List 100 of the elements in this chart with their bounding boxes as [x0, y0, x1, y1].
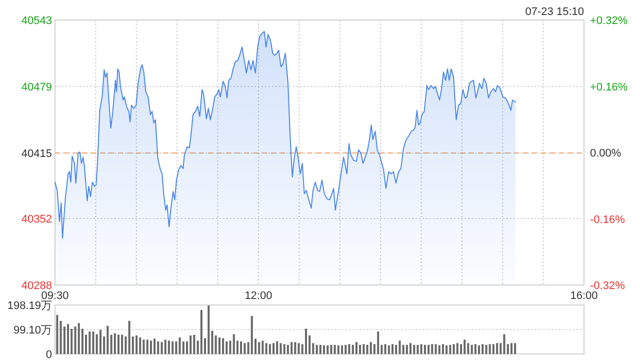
bar [395, 344, 398, 354]
y-tick-label: 40415 [21, 148, 52, 160]
bar [172, 341, 174, 354]
bar [446, 345, 448, 354]
bar [154, 338, 156, 354]
bar [96, 334, 98, 354]
bar [250, 316, 253, 354]
y2-tick-label: 0.00% [590, 148, 622, 160]
bar [290, 342, 293, 354]
bar [298, 343, 300, 354]
bar [117, 334, 120, 354]
bar [78, 323, 80, 354]
y-tick-label: 40479 [21, 82, 52, 94]
bar [157, 341, 160, 354]
bar [384, 344, 386, 354]
bar [337, 345, 340, 354]
bar [74, 326, 76, 354]
y-tick-label: 99.10万 [13, 324, 52, 336]
y2-tick-label: -0.16% [590, 214, 626, 226]
bar [88, 332, 91, 354]
bar [377, 332, 380, 354]
bar [218, 337, 220, 354]
bar [110, 334, 112, 354]
bar [265, 343, 268, 354]
bar [67, 324, 70, 354]
bar [142, 340, 145, 354]
bar [99, 330, 102, 354]
bar [160, 342, 163, 354]
bar [326, 345, 329, 354]
bar [506, 344, 509, 354]
bar [370, 342, 372, 354]
bar [244, 343, 246, 354]
bar [200, 310, 202, 354]
y2-tick-label: +0.32% [590, 15, 628, 27]
bar [355, 342, 358, 354]
bar [121, 334, 124, 354]
bar [226, 341, 228, 354]
bar [406, 344, 408, 354]
bar [388, 345, 390, 354]
bar [146, 340, 148, 354]
y-tick-label: 40352 [21, 213, 52, 226]
bar [139, 337, 142, 354]
y2-tick-label: -0.32% [590, 280, 626, 292]
bar [492, 344, 494, 354]
text: 07-23 15:10 [525, 6, 584, 18]
bar [280, 343, 282, 354]
bar [334, 344, 336, 354]
bar [348, 344, 350, 354]
bar [470, 344, 473, 354]
bar [283, 344, 286, 354]
bar [56, 314, 58, 354]
bar [193, 334, 196, 354]
bar [359, 344, 362, 354]
bar [392, 344, 394, 354]
bar [496, 343, 498, 354]
y2-tick-label: +0.16% [590, 81, 628, 94]
bar [222, 338, 224, 354]
bar [92, 332, 94, 354]
bar [286, 344, 289, 354]
bar [150, 340, 152, 354]
bar [428, 344, 430, 354]
bar [503, 334, 506, 354]
bar [456, 343, 458, 354]
bar [229, 340, 232, 354]
bar [114, 333, 116, 354]
bar [124, 336, 127, 354]
bar [60, 320, 62, 354]
bar [514, 343, 516, 354]
bar [352, 344, 354, 354]
bar [136, 335, 138, 354]
bar [190, 335, 192, 354]
bar [164, 340, 166, 354]
bar [344, 344, 347, 354]
bar [413, 344, 416, 354]
bar [232, 334, 235, 354]
bar [482, 344, 484, 354]
bar [128, 320, 130, 354]
bar [208, 306, 210, 354]
bar [276, 341, 278, 354]
bar [304, 328, 307, 354]
bar [424, 344, 426, 354]
bar [467, 343, 470, 354]
bar [182, 341, 184, 354]
x-tick-label: 09:30 [41, 290, 69, 302]
bar [272, 343, 275, 354]
bar [268, 344, 271, 354]
y-tick-label: 198.19万 [7, 300, 52, 312]
bar [341, 345, 344, 354]
bar [510, 343, 512, 354]
bar [398, 340, 401, 354]
bar [474, 344, 476, 354]
bar [262, 340, 264, 354]
x-tick-label: 16:00 [570, 290, 598, 302]
bar [442, 344, 444, 354]
bar [362, 344, 365, 354]
y-tick-label: 40288 [21, 280, 52, 292]
bar [316, 344, 318, 354]
bar [409, 343, 412, 354]
bar [420, 344, 422, 354]
bar [464, 340, 466, 354]
